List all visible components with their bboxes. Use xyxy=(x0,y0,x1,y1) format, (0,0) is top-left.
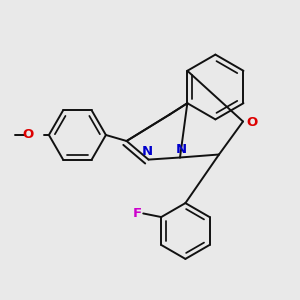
Text: O: O xyxy=(246,116,257,130)
Text: N: N xyxy=(175,143,187,156)
Text: O: O xyxy=(22,128,34,142)
Text: N: N xyxy=(141,145,153,158)
Text: F: F xyxy=(133,207,142,220)
